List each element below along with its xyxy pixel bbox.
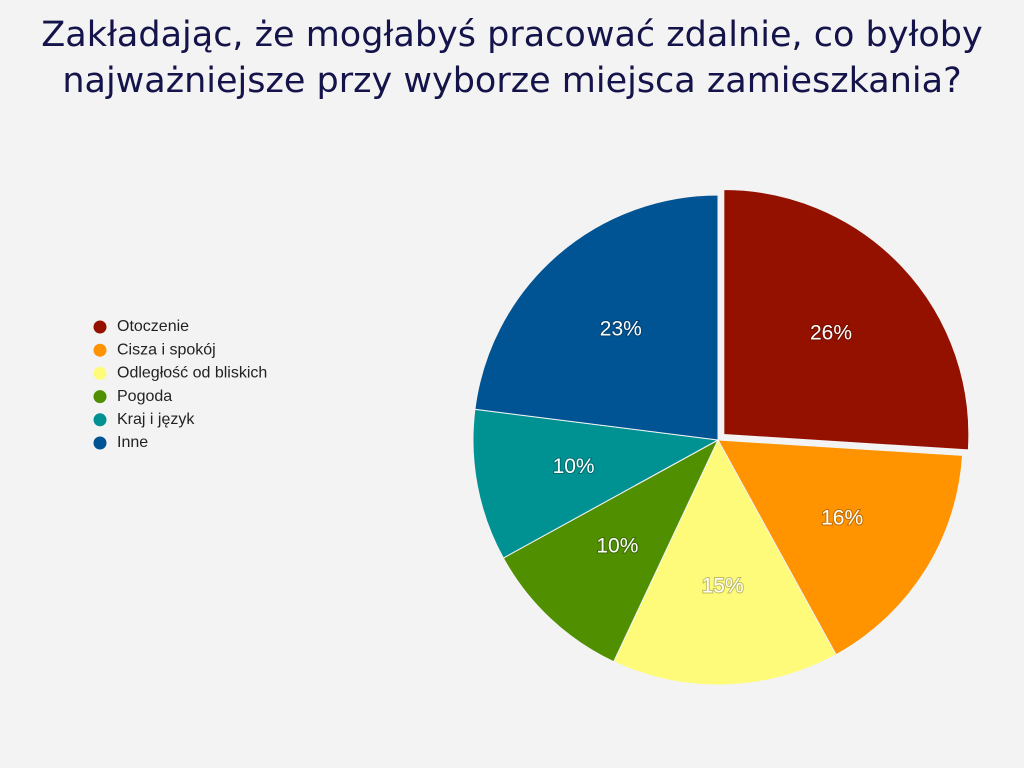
pie-slice <box>723 189 970 451</box>
legend-marker <box>93 390 107 404</box>
legend-label: Kraj i język <box>117 411 195 428</box>
value-label: 15% <box>702 574 744 597</box>
legend-label: Pogoda <box>117 388 172 405</box>
legend-marker <box>93 436 107 450</box>
value-label: 23% <box>600 317 642 340</box>
value-label: 10% <box>553 455 595 478</box>
legend-label: Otoczenie <box>117 318 189 335</box>
legend-label: Inne <box>117 434 148 451</box>
legend-label: Odległość od bliskich <box>117 365 267 382</box>
pie-slice <box>502 438 720 663</box>
legend-label: Cisza i spokój <box>117 341 216 358</box>
pie-slice <box>717 439 964 656</box>
legend-marker <box>93 413 107 427</box>
chart-title: Zakładając, że mogłabyś pracować zdalnie… <box>41 15 983 101</box>
legend-marker <box>93 320 107 334</box>
pie-slice <box>613 438 837 686</box>
legend-marker <box>93 366 107 380</box>
value-label: 10% <box>596 535 638 558</box>
value-label: 26% <box>810 321 852 344</box>
pie-slice <box>472 408 720 559</box>
pie-slice <box>474 194 719 441</box>
value-label: 16% <box>821 506 863 529</box>
legend-marker <box>93 343 107 357</box>
